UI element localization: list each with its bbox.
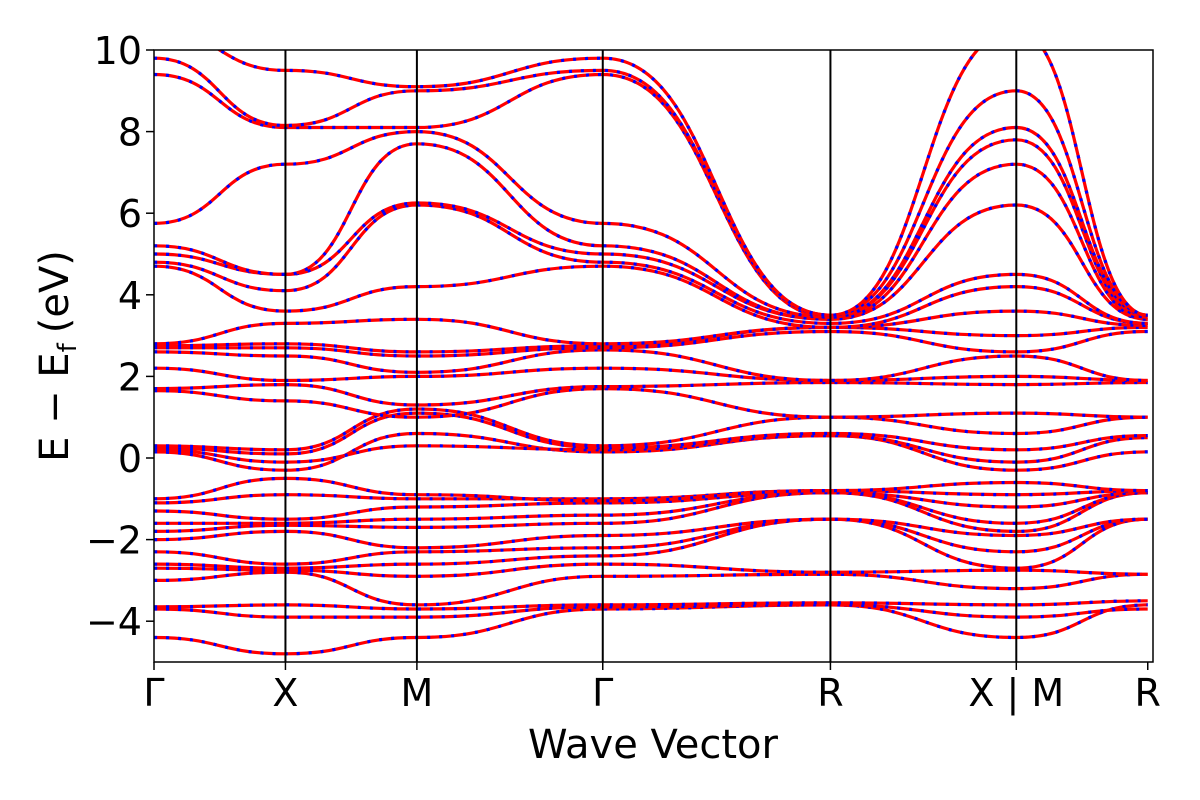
band-6-blue (154, 517, 1148, 566)
band-22-blue (154, 325, 1148, 354)
band-31-red (216, 50, 1148, 317)
band-2-blue (154, 599, 1148, 611)
y-tick-label-4: 4 (118, 274, 142, 318)
band-19-blue (154, 366, 1148, 383)
band-16-blue (154, 407, 1148, 452)
band-28-blue (154, 129, 1148, 319)
x-tick-label-5: X | M (968, 671, 1064, 716)
band-18-blue (154, 380, 1148, 407)
x-tick-label-1: X (272, 671, 298, 715)
x-tick-label-0: Γ (143, 671, 164, 715)
band-11-blue (154, 488, 1148, 505)
y-tick-label-2: 0 (118, 437, 142, 481)
y-ticks-group: −4 −2 0 2 4 6 8 10 (86, 29, 154, 644)
x-tick-label-6: R (1135, 671, 1161, 715)
x-tick-label-4: R (817, 671, 843, 715)
svg-text:E − Ef(eV): E − Ef (eV) (32, 250, 83, 462)
y-axis-label: E − Ef (eV) (32, 250, 83, 462)
y-tick-label-7: 10 (94, 29, 142, 73)
x-ticks-group: Γ X M Γ R X | M R (143, 662, 1161, 716)
kpoint-lines-group (284, 50, 1018, 662)
band-5-blue (154, 517, 1148, 570)
plot-frame (153, 49, 1154, 663)
y-axis-label-unit: (eV) (32, 250, 78, 333)
band-20-red (154, 348, 1148, 383)
y-tick-label-5: 6 (118, 192, 142, 236)
y-tick-label-3: 2 (118, 355, 142, 399)
y-axis-label-subscript: f (53, 342, 83, 352)
band-30-red (154, 56, 1148, 317)
x-tick-label-2: M (400, 671, 433, 715)
x-axis-label: Wave Vector (528, 722, 779, 768)
y-tick-label-6: 8 (118, 111, 142, 155)
band-26-blue (154, 201, 1148, 321)
y-axis-label-main: E − E (32, 352, 78, 462)
band-8-blue (154, 491, 1148, 534)
y-tick-label-0: −4 (86, 600, 142, 644)
band-1-blue (154, 603, 1148, 619)
band-15-blue (154, 411, 1148, 456)
band-3-blue (154, 570, 1148, 607)
band-25-blue (154, 203, 1148, 326)
band-24-blue (154, 264, 1148, 330)
y-tick-label-1: −2 (86, 519, 142, 563)
band-0-red (154, 603, 1148, 656)
band-17-blue (154, 386, 1148, 419)
band-4-blue (154, 562, 1148, 578)
x-tick-label-3: Γ (592, 671, 613, 715)
band-13-blue (154, 431, 1148, 472)
